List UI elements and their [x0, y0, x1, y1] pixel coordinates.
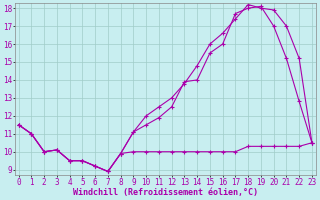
X-axis label: Windchill (Refroidissement éolien,°C): Windchill (Refroidissement éolien,°C): [73, 188, 258, 197]
